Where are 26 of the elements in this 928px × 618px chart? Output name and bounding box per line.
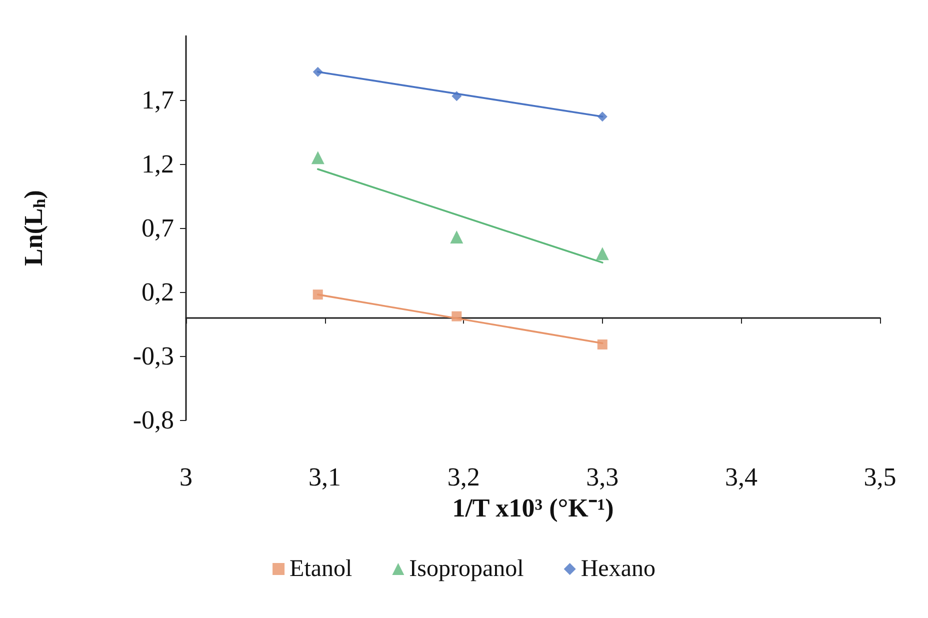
y-axis-title: Ln(Lh) [19, 190, 49, 266]
x-tick-label: 3,5 [864, 462, 896, 492]
x-tick-label: 3 [180, 462, 192, 492]
y-tick-label: 1,2 [142, 150, 174, 178]
legend-label: Isopropanol [409, 556, 524, 582]
point [452, 91, 462, 102]
y-tick-label: 1,7 [142, 86, 174, 114]
legend-label: Hexano [580, 556, 656, 582]
y-tick-label: -0,8 [132, 406, 174, 434]
point [596, 247, 609, 260]
point [452, 311, 462, 322]
x-axis-title: 1/T x10³ (°K⁻¹) [452, 493, 614, 522]
point [597, 112, 608, 122]
x-tick-label: 3,1 [308, 462, 342, 492]
y-tick-label: 0,7 [142, 214, 174, 242]
y-tick-label: 0,2 [142, 278, 174, 306]
point [312, 290, 323, 300]
point [450, 230, 464, 244]
point [311, 151, 324, 164]
legend-label: Etanol [290, 556, 353, 582]
point [597, 339, 608, 350]
x-tick-label: 3,3 [586, 462, 619, 492]
x-tick-label: 3,2 [447, 462, 480, 492]
x-tick-label: 3,4 [724, 462, 758, 492]
point [312, 66, 323, 77]
y-tick-label: -0,3 [132, 342, 174, 370]
